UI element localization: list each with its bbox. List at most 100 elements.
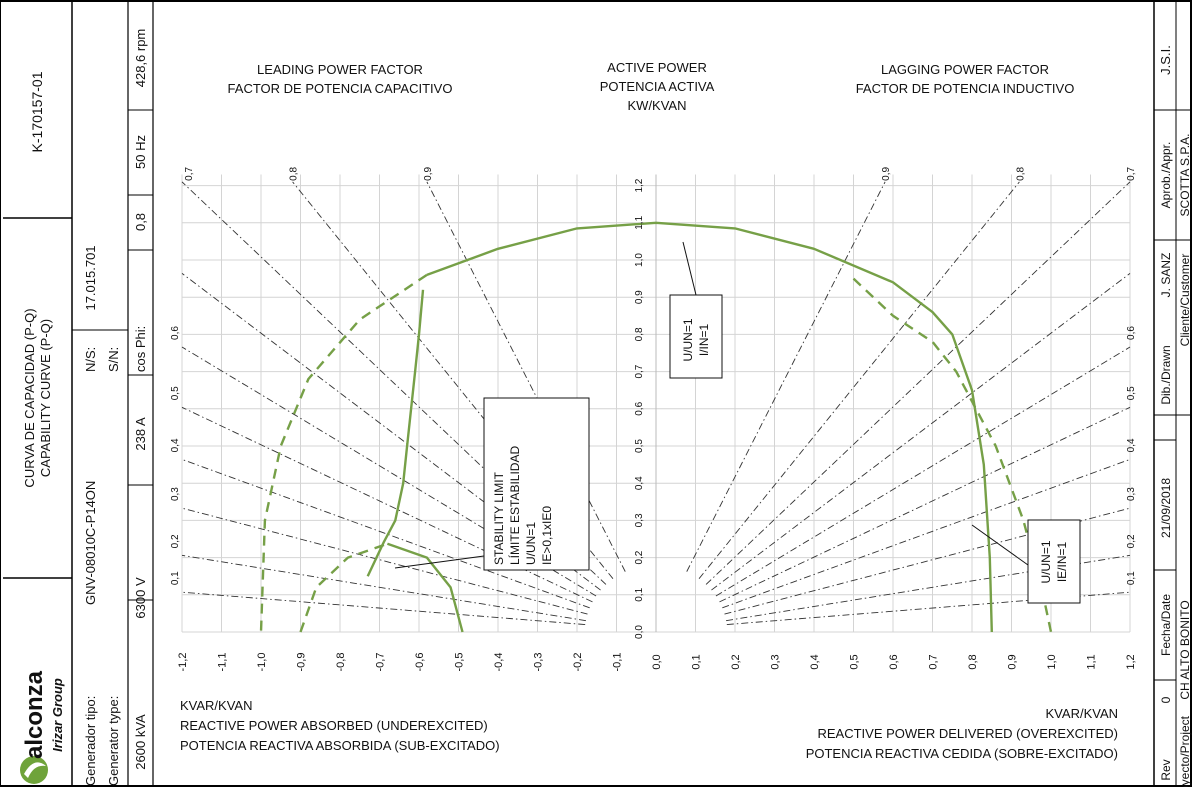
title-en: CAPABILITY CURVE (P-Q) [38,319,53,477]
x-tick-label: 0,4 [809,654,821,669]
x-tick-label: 1,2 [1125,654,1137,669]
pf-side-label-left: 0,6 [170,326,181,340]
pf-ray [711,273,1131,591]
cosphi-value: 0,8 [133,213,148,231]
proyecto-label: Proyecto/Project [1178,715,1192,787]
generator-tipo-label: Generador tipo: [83,696,98,786]
ns-label: N/S: [83,347,98,372]
y-tick-label: 0,7 [634,364,645,378]
power-value: 2600 kVA [133,714,148,770]
title-es: CURVA DE CAPACIDAD (P-Q) [22,308,37,487]
y-tick-label: 0,3 [634,513,645,527]
pf-ray [292,181,614,579]
capability-curve-3 [299,542,388,633]
logo-sub: Irizar Group [50,678,65,752]
x-tick-label: 0,1 [691,654,703,669]
capability-curve-2 [366,289,425,577]
pf-ray [726,554,1131,622]
serial-value: 17.015.701 [83,245,98,310]
x-tick-labels: -1,2 -1,1 -1,0 -0,9 -0,8 -0,7 -0,6 -0,5 -0,4 -0,3… [177,653,1137,672]
box-right-line1: U/UN=1 [1039,540,1053,583]
pf-side-label-right: 0,1 [1126,571,1137,585]
left-title-block [3,1,154,786]
x-tick-label: 0,8 [967,654,979,669]
cosphi-label: cos Phi: [133,326,148,372]
pf-label-left: 0,8 [289,166,300,180]
y-tick-label: 0,6 [634,401,645,415]
box-center-line2: I/IN=1 [697,324,711,357]
right-axis-label-2: REACTIVE POWER DELIVERED (OVEREXCITED) [818,726,1119,741]
y-tick-labels: 0,0 0,1 0,2 0,3 0,4 0,5 0,6 0,7 0,8 0,9 1,0 1,1 1,2 [634,178,645,639]
y-tick-label: 0,0 [634,625,645,639]
y-tick-label: 1,0 [634,253,645,267]
frequency-value: 50 Hz [133,135,148,169]
active-title-2: POTENCIA ACTIVA [600,79,715,94]
rev-label: Rev [1159,759,1173,780]
pf-ray [181,346,597,597]
box-right-line2: IE/IN=1 [1055,542,1069,583]
pf-label-left: 0,9 [423,166,434,180]
proyecto-value: CH ALTO BONITO [1178,600,1192,699]
lagging-title-1: LAGGING POWER FACTOR [881,62,1049,77]
pf-ray [715,346,1131,597]
box-center-line1: U/UN=1 [681,318,695,361]
fecha-label: Fecha/Date [1159,594,1173,656]
x-tick-label: 1,1 [1086,654,1098,669]
y-tick-label: 0,5 [634,439,645,453]
x-tick-label: -0,2 [572,653,584,672]
pf-ray [181,554,586,622]
box-stability-line2: LÍMITE ESTABILIDAD [507,446,522,565]
y-tick-label: 0,8 [634,327,645,341]
annotation-right: U/UN=1 IE/IN=1 [971,519,1081,604]
y-tick-label: 0,9 [634,290,645,304]
pf-side-label-right: 0,5 [1126,386,1137,400]
pf-ray [705,181,1131,585]
right-title-block [1153,1,1192,786]
speed-value: 428,6 rpm [133,29,148,88]
voltage-value: 6300 V [133,577,148,619]
box-stability-line4: IE>0,1xIE0 [540,506,554,565]
alconza-logo: alconza Irizar Group [20,670,65,784]
active-title-3: KW/KVAN [628,98,687,113]
pf-side-label-left: 0,3 [170,487,181,501]
right-axis-label-3: POTENCIA REACTIVA CEDIDA (SOBRE-EXCITADO… [806,746,1118,761]
x-tick-label: -1,0 [256,653,268,672]
generator-type-label: Generator type: [106,696,121,786]
pf-side-label-right: 0,6 [1126,326,1137,340]
pf-ray [181,591,586,626]
pf-side-label-left: 0,2 [170,534,181,548]
pf-side-label-right: 0,4 [1126,438,1137,452]
left-axis-label-2: REACTIVE POWER ABSORBED (UNDEREXCITED) [180,718,488,733]
pf-label-right: 0,9 [881,166,892,180]
dib-label: Dib./Drawn [1159,345,1173,404]
aprob-value: J.S.I. [1158,45,1173,75]
x-tick-label: 0,9 [1007,654,1019,669]
pf-ray [426,181,626,572]
x-tick-label: 0,7 [928,654,940,669]
generator-type-value: GNV-08010C-P14ON [83,481,98,605]
logo-swirl-icon [20,756,48,784]
x-tick-label: -0,4 [493,653,505,672]
pf-label-right: 0,7 [1126,166,1137,180]
x-tick-label: -0,9 [296,653,308,672]
annotation-stability: STABILITY LIMIT LÍMITE ESTABILIDAD U/UN=… [394,397,590,571]
x-tick-label: 0,2 [730,654,742,669]
box-stability-line1: STABILITY LIMIT [492,471,506,565]
x-tick-label: -1,1 [217,653,229,672]
x-tick-label: 0,3 [770,654,782,669]
pf-ray [698,181,1020,579]
y-tick-label: 0,1 [634,587,645,601]
logo-text: alconza [21,670,48,759]
lagging-title-2: FACTOR DE POTENCIA INDUCTIVO [856,81,1075,96]
y-tick-label: 1,1 [634,215,645,229]
grid-lines [181,174,1131,633]
x-tick-label: -0,3 [533,653,545,672]
pf-label-right: 0,8 [1015,166,1026,180]
x-tick-label: -1,2 [177,653,189,672]
pf-side-label-right: 0,3 [1126,487,1137,501]
capability-chart: -1,2 -1,1 -1,0 -0,9 -0,8 -0,7 -0,6 -0,5 -0,4 -0,3… [170,166,1137,671]
x-tick-label: -0,5 [454,653,466,672]
leading-title-1: LEADING POWER FACTOR [257,62,423,77]
